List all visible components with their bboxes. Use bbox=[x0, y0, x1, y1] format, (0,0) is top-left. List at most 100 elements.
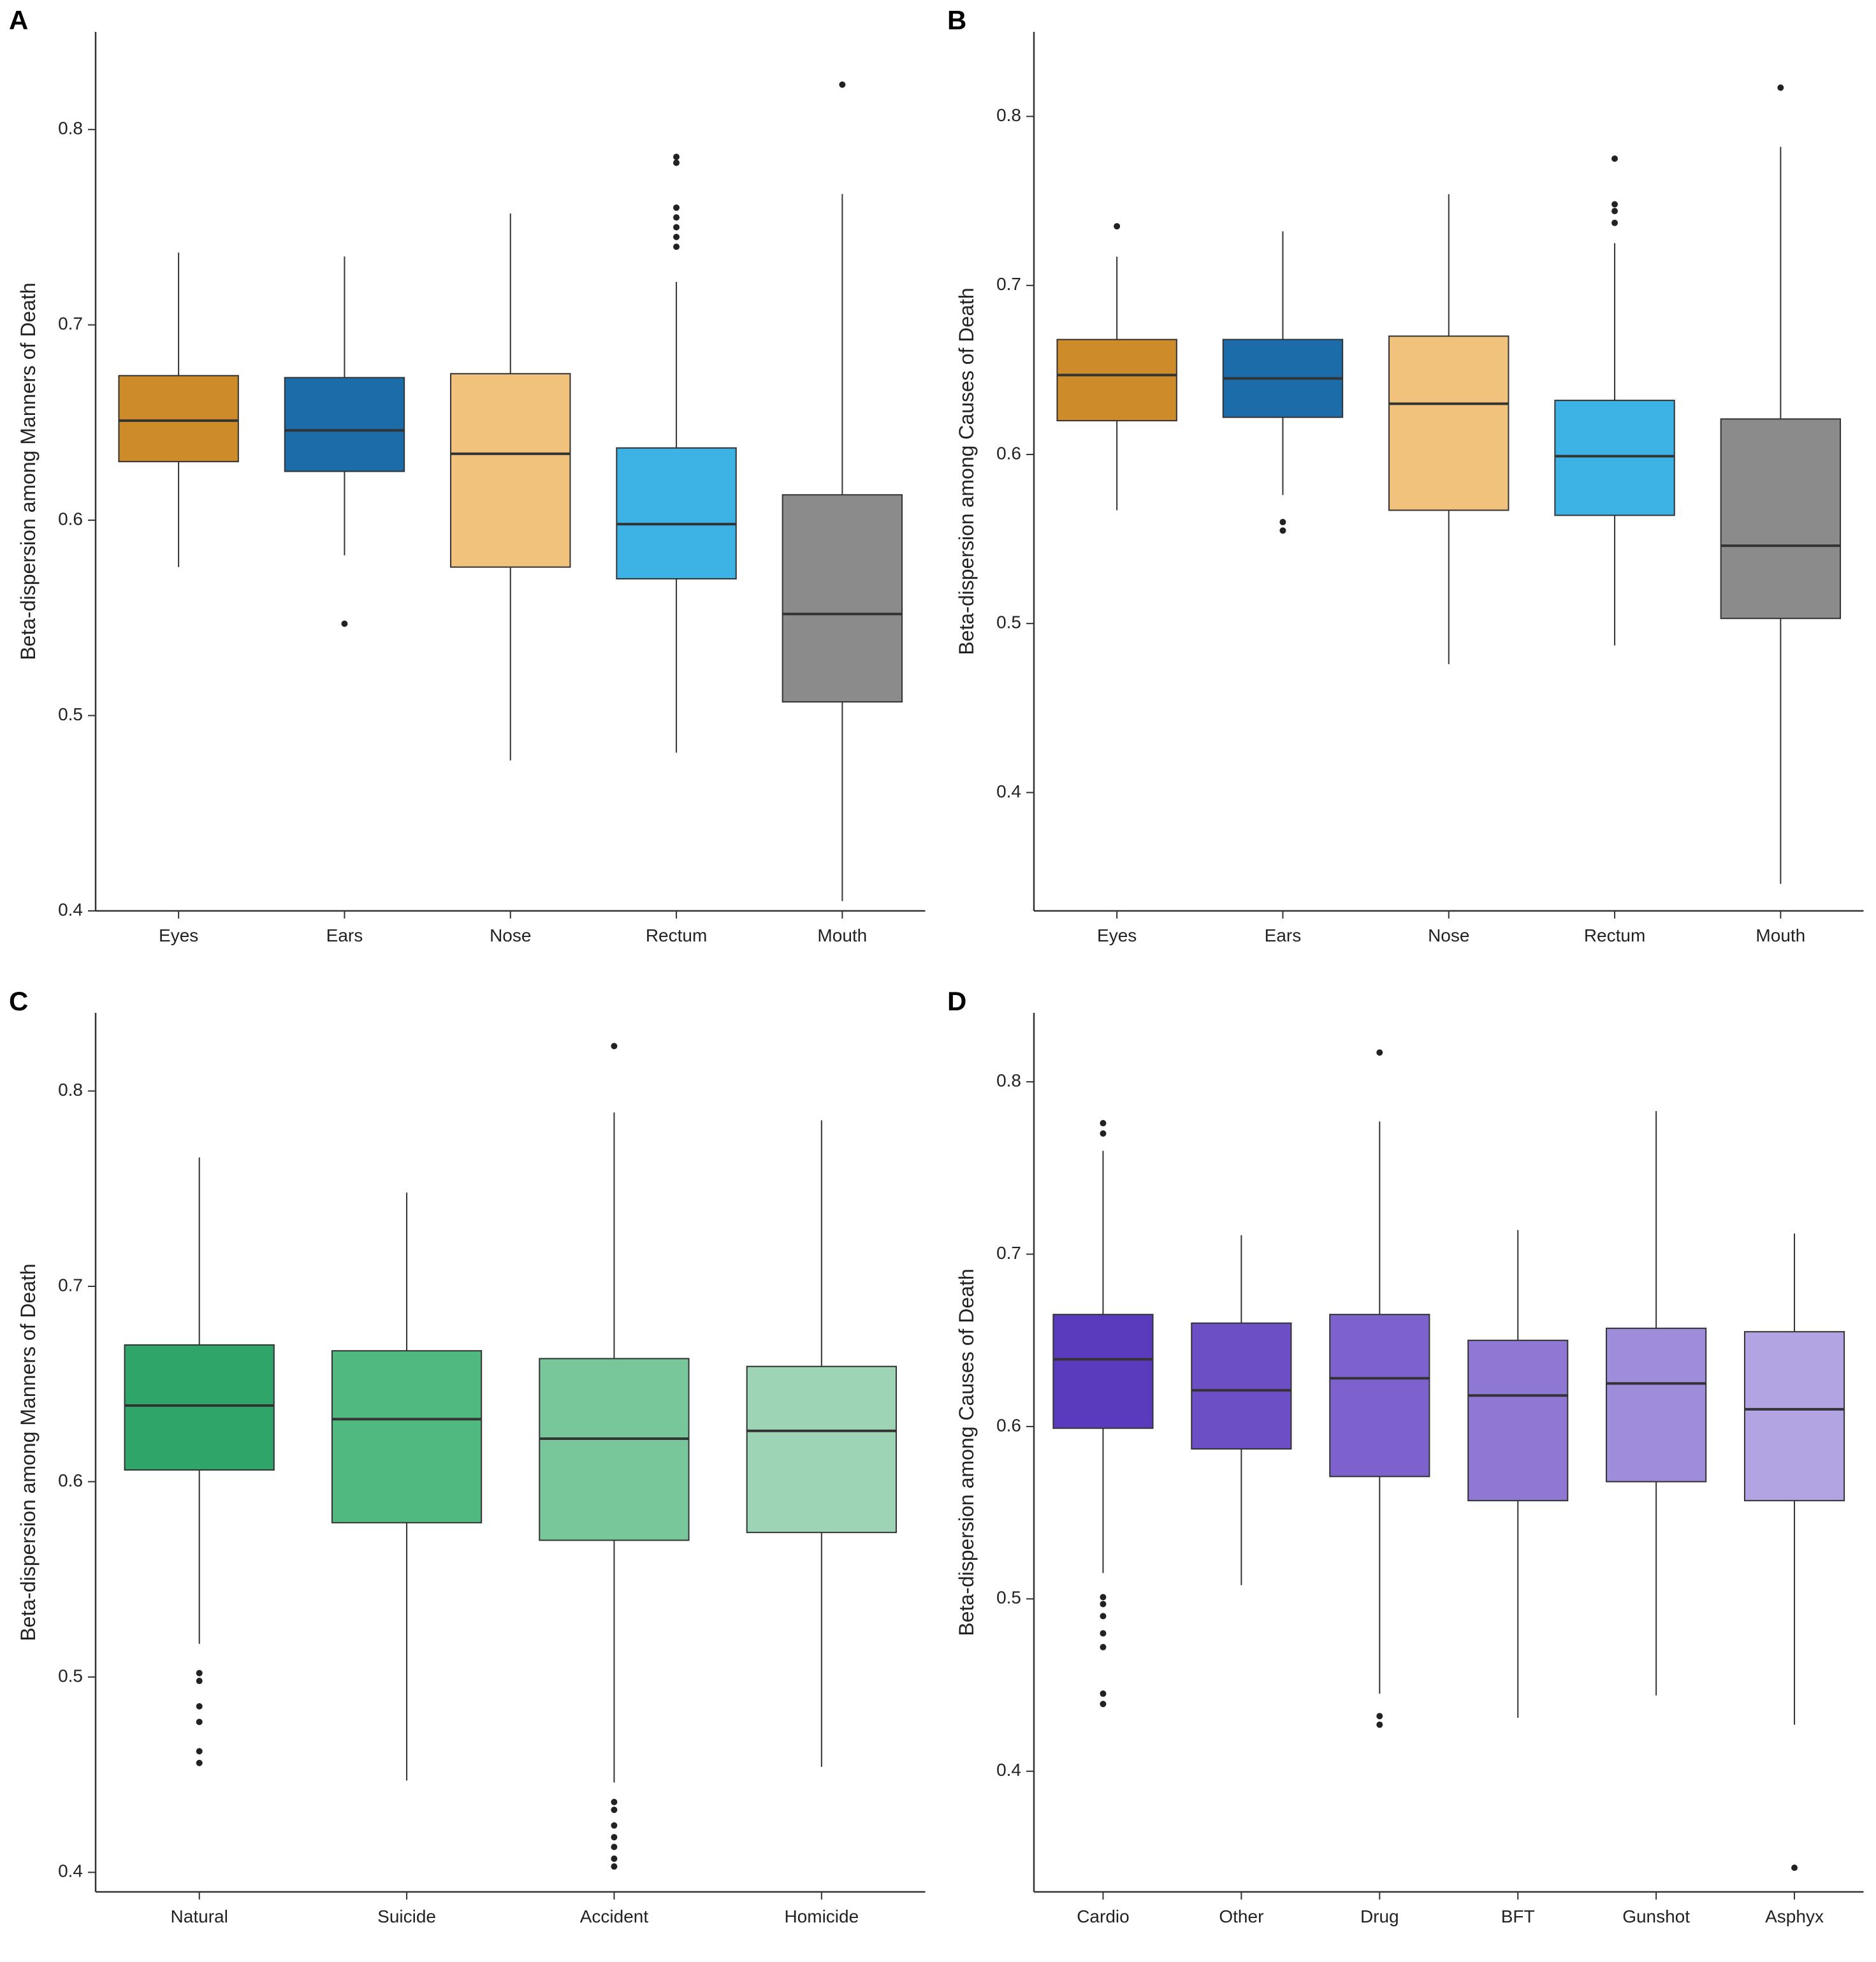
outlier-point bbox=[196, 1719, 203, 1725]
x-tick-label: Accident bbox=[580, 1907, 649, 1926]
y-tick-label: 0.6 bbox=[996, 443, 1021, 463]
y-tick-label: 0.4 bbox=[58, 899, 83, 919]
outlier-point bbox=[611, 1043, 617, 1049]
boxplot-box bbox=[1330, 1314, 1429, 1476]
y-tick-label: 0.8 bbox=[58, 119, 83, 138]
y-tick-label: 0.7 bbox=[996, 274, 1021, 294]
x-tick-label: Suicide bbox=[377, 1907, 436, 1926]
outlier-point bbox=[1100, 1690, 1106, 1697]
outlier-point bbox=[611, 1856, 617, 1862]
outlier-point bbox=[341, 621, 347, 627]
x-tick-label: Homicide bbox=[784, 1907, 859, 1926]
outlier-point bbox=[196, 1703, 203, 1710]
y-axis-title: Beta-dispersion among Manners of Death bbox=[17, 1263, 40, 1641]
boxplot-box bbox=[1191, 1323, 1291, 1449]
outlier-point bbox=[611, 1806, 617, 1813]
panel-letter: B bbox=[947, 5, 966, 35]
x-tick-label: Nose bbox=[490, 926, 531, 945]
boxplot-box bbox=[1389, 336, 1508, 510]
y-tick-label: 0.6 bbox=[58, 1471, 83, 1490]
outlier-point bbox=[196, 1678, 203, 1684]
x-tick-label: Cardio bbox=[1077, 1907, 1129, 1926]
boxplot-figure-grid: 0.4 0.5 0.6 0.7 0.8 Beta-dispersion among Man… bbox=[0, 0, 1876, 1962]
x-tick-label: Ears bbox=[326, 926, 363, 945]
panel-letter: A bbox=[9, 5, 28, 35]
x-tick-label: Mouth bbox=[1756, 926, 1805, 945]
y-tick-label: 0.8 bbox=[58, 1080, 83, 1100]
outlier-point bbox=[1100, 1701, 1106, 1707]
y-tick-label: 0.5 bbox=[996, 613, 1021, 632]
outlier-point bbox=[673, 154, 680, 160]
y-tick-label: 0.4 bbox=[996, 781, 1021, 801]
boxplot-box bbox=[1053, 1314, 1153, 1428]
outlier-point bbox=[673, 224, 680, 230]
outlier-point bbox=[1611, 220, 1618, 226]
boxplot-box bbox=[1468, 1341, 1567, 1501]
outlier-point bbox=[611, 1844, 617, 1850]
y-tick-label: 0.6 bbox=[996, 1415, 1021, 1435]
outlier-point bbox=[1279, 527, 1286, 534]
panel-a: 0.40.50.60.70.8Beta-dispersion among Man… bbox=[0, 0, 938, 981]
panel-c: 0.4 0.5 0.6 0.7 0.8 Beta-dispersion among Man… bbox=[0, 981, 938, 1962]
outlier-point bbox=[1114, 223, 1120, 229]
outlier-point bbox=[611, 1822, 617, 1829]
x-tick-label: Eyes bbox=[159, 926, 198, 945]
outlier-point bbox=[673, 214, 680, 221]
boxplot-box bbox=[1744, 1332, 1843, 1501]
x-tick-label: Natural bbox=[171, 1907, 228, 1926]
outlier-point bbox=[1611, 201, 1618, 207]
panel-b: 0.40.50.60.70.8Beta-dispersion among Cau… bbox=[938, 0, 1876, 981]
outlier-point bbox=[1100, 1130, 1106, 1137]
y-tick-label: 0.5 bbox=[996, 1588, 1021, 1608]
y-tick-label: 0.4 bbox=[996, 1760, 1021, 1780]
boxplot-box bbox=[1720, 419, 1840, 618]
outlier-point bbox=[1100, 1630, 1106, 1636]
outlier-point bbox=[1100, 1601, 1106, 1607]
outlier-point bbox=[1100, 1613, 1106, 1619]
x-tick-label: Gunshot bbox=[1622, 1907, 1690, 1926]
panel-d: 0.40.50.60.70.8Beta-dispersion among Cau… bbox=[938, 981, 1876, 1962]
boxplot-box bbox=[1057, 340, 1176, 421]
y-tick-label: 0.8 bbox=[996, 105, 1021, 125]
outlier-point bbox=[1376, 1722, 1383, 1728]
x-tick-label: Mouth bbox=[817, 926, 867, 945]
x-tick-label: BFT bbox=[1501, 1907, 1534, 1926]
outlier-point bbox=[1376, 1713, 1383, 1719]
outlier-point bbox=[673, 159, 680, 166]
outlier-point bbox=[1279, 519, 1286, 525]
x-tick-label: Asphyx bbox=[1765, 1907, 1824, 1926]
outlier-point bbox=[1100, 1594, 1106, 1601]
x-tick-label: Rectum bbox=[646, 926, 707, 945]
outlier-point bbox=[673, 234, 680, 240]
y-tick-label: 0.8 bbox=[996, 1071, 1021, 1091]
y-axis-title: Beta-dispersion among Manners of Death bbox=[17, 282, 40, 660]
boxplot-box bbox=[747, 1367, 896, 1532]
x-tick-label: Other bbox=[1219, 1907, 1263, 1926]
boxplot-box bbox=[1555, 400, 1674, 515]
outlier-point bbox=[1611, 156, 1618, 162]
outlier-point bbox=[1100, 1120, 1106, 1126]
boxplot-box bbox=[332, 1351, 481, 1523]
x-tick-label: Rectum bbox=[1583, 926, 1645, 945]
boxplot-box bbox=[539, 1358, 688, 1540]
boxplot-box bbox=[451, 374, 570, 567]
y-tick-label: 0.5 bbox=[58, 704, 83, 724]
x-tick-label: Ears bbox=[1264, 926, 1301, 945]
outlier-point bbox=[673, 243, 680, 250]
outlier-point bbox=[673, 205, 680, 211]
x-tick-label: Drug bbox=[1360, 1907, 1399, 1926]
outlier-point bbox=[196, 1670, 203, 1676]
outlier-point bbox=[1376, 1049, 1383, 1056]
boxplot-box bbox=[616, 448, 736, 579]
y-tick-label: 0.7 bbox=[58, 1275, 83, 1295]
outlier-point bbox=[611, 1834, 617, 1840]
outlier-point bbox=[1611, 208, 1618, 214]
boxplot-box bbox=[285, 377, 404, 471]
outlier-point bbox=[611, 1799, 617, 1805]
boxplot-box bbox=[783, 495, 902, 702]
y-tick-label: 0.5 bbox=[58, 1666, 83, 1685]
outlier-point bbox=[1100, 1644, 1106, 1650]
y-tick-label: 0.4 bbox=[58, 1861, 83, 1881]
boxplot-box bbox=[119, 375, 238, 461]
y-tick-label: 0.7 bbox=[58, 314, 83, 333]
